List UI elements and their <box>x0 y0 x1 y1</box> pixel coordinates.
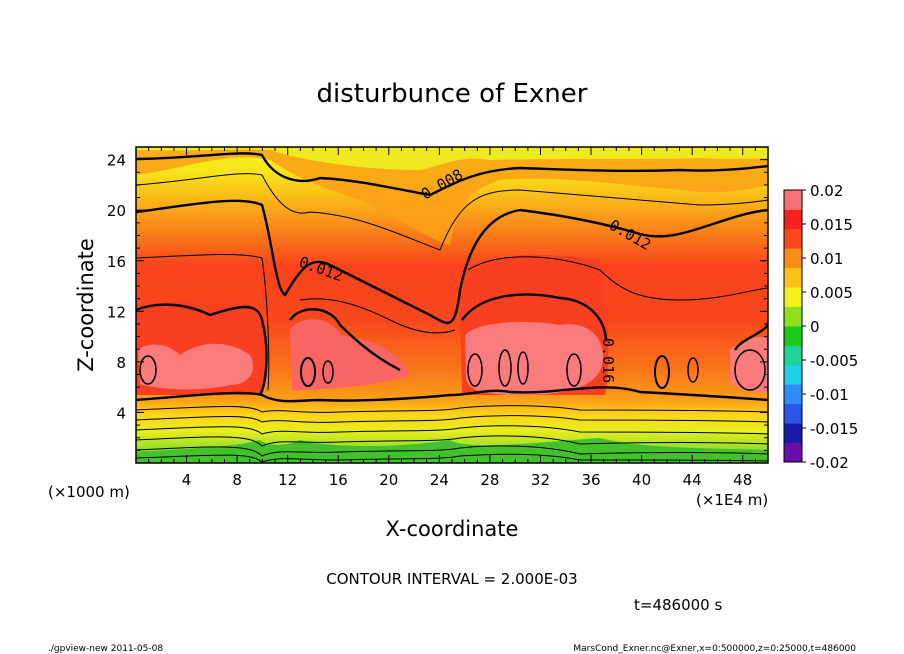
contour-line-base-6 <box>136 453 768 463</box>
colorbar-label: -0.005 <box>810 352 858 370</box>
x-tick-label: 20 <box>379 471 398 489</box>
colorbar-label: 0.005 <box>810 284 853 302</box>
x-tick-label: 48 <box>733 471 752 489</box>
colorbar-label: 0.02 <box>810 182 843 200</box>
x-scale-label: (×1E4 m) <box>696 491 768 509</box>
peak-region-left <box>138 343 254 390</box>
contour-line-0-012 <box>136 199 768 325</box>
colorbar-swatch <box>784 287 802 307</box>
contour-line-0-008 <box>136 152 768 197</box>
colorbar-swatch <box>784 384 802 405</box>
colorbar-swatch <box>784 228 802 249</box>
time-text: t=486000 s <box>634 596 722 614</box>
colorbar-swatch <box>784 403 802 424</box>
green-base-region <box>136 438 768 463</box>
footer-left: ./gpview-new 2011-05-08 <box>48 644 163 654</box>
colorbar-swatch <box>784 326 802 346</box>
colorbar-label: 0.015 <box>810 216 853 234</box>
contour-loop <box>566 353 582 387</box>
colorbar-swatch <box>784 209 802 230</box>
y-axis-ticks: 4 8 12 16 20 24 <box>107 152 768 451</box>
x-tick-label: 4 <box>182 471 192 489</box>
contour-line-base-4 <box>136 435 768 447</box>
peak-region-right <box>465 322 604 395</box>
plot-area: 0.008 0.012 0.012 0.016 <box>136 147 768 463</box>
y-tick-label: 16 <box>107 253 126 271</box>
contour-loop <box>687 357 699 383</box>
x-tick-label: 12 <box>278 471 297 489</box>
x-tick-label: 28 <box>480 471 499 489</box>
top-yellow-region <box>136 147 768 170</box>
y-tick-label: 12 <box>107 303 126 321</box>
x-tick-label: 32 <box>531 471 550 489</box>
contour-line-base-2 <box>136 415 768 423</box>
colorbar-label: -0.01 <box>810 386 849 404</box>
contour-line-base-3 <box>136 425 768 435</box>
contour-loop <box>654 355 670 389</box>
x-tick-label: 16 <box>329 471 348 489</box>
colorbar-swatch <box>784 306 802 327</box>
colorbar-swatch <box>784 248 802 269</box>
contour-lines <box>136 152 768 463</box>
contour-loop <box>322 360 334 384</box>
contour-line-0-016 <box>136 293 768 396</box>
peak-region-far-right <box>730 337 768 392</box>
contour-line-lower <box>136 386 768 403</box>
colorbar-label: 0 <box>810 318 820 336</box>
x-tick-label: 8 <box>232 471 242 489</box>
colorbar-swatch <box>784 423 802 443</box>
contour-line-upper <box>136 173 768 251</box>
peak-region-mid <box>290 319 410 390</box>
colorbar-labels: 0.02 0.015 0.01 0.005 0 -0.005 -0.01 -0.015 -0.0… <box>802 182 858 472</box>
colorbar-swatches <box>783 189 803 463</box>
contour-line-mid <box>136 254 768 391</box>
contour-loop <box>139 355 157 385</box>
y-tick-label: 24 <box>107 152 126 170</box>
colorbar-swatch <box>784 345 802 366</box>
contour-loop <box>734 349 766 391</box>
y-tick-label: 8 <box>116 354 126 372</box>
x-tick-label: 40 <box>632 471 651 489</box>
x-axis-ticks: 4 8 12 16 20 24 28 32 36 40 44 48 <box>148 147 756 489</box>
colorbar-swatch <box>784 267 802 288</box>
y-tick-label: 4 <box>116 404 126 422</box>
y-axis-label: Z-coordinate <box>74 238 98 372</box>
contour-loop <box>300 357 316 387</box>
x-unit-label: (×1000 m) <box>48 483 130 501</box>
contour-loop <box>498 349 512 387</box>
colorbar-swatch <box>784 442 802 463</box>
footer-right: MarsCond_Exner.nc@Exner,x=0:500000,z=0:2… <box>573 644 856 654</box>
chart-title: disturbunce of Exner <box>317 79 588 109</box>
contour-interval-text: CONTOUR INTERVAL = 2.000E-03 <box>326 570 577 588</box>
contour-line-base-5 <box>136 445 768 457</box>
x-tick-label: 44 <box>683 471 702 489</box>
y-tick-label: 20 <box>107 202 126 220</box>
x-tick-label: 36 <box>581 471 600 489</box>
contour-loop <box>517 351 529 385</box>
contour-line-base-1 <box>136 405 768 413</box>
contour-loop <box>467 353 483 387</box>
colorbar-label: -0.02 <box>810 454 849 472</box>
colorbar-label: -0.015 <box>810 420 858 438</box>
x-tick-label: 24 <box>430 471 449 489</box>
x-axis-label: X-coordinate <box>386 517 519 541</box>
colorbar-swatch <box>784 190 802 210</box>
colorbar-label: 0.01 <box>810 250 843 268</box>
contour-label: 0.016 <box>599 338 617 383</box>
colorbar-swatch <box>784 364 802 385</box>
